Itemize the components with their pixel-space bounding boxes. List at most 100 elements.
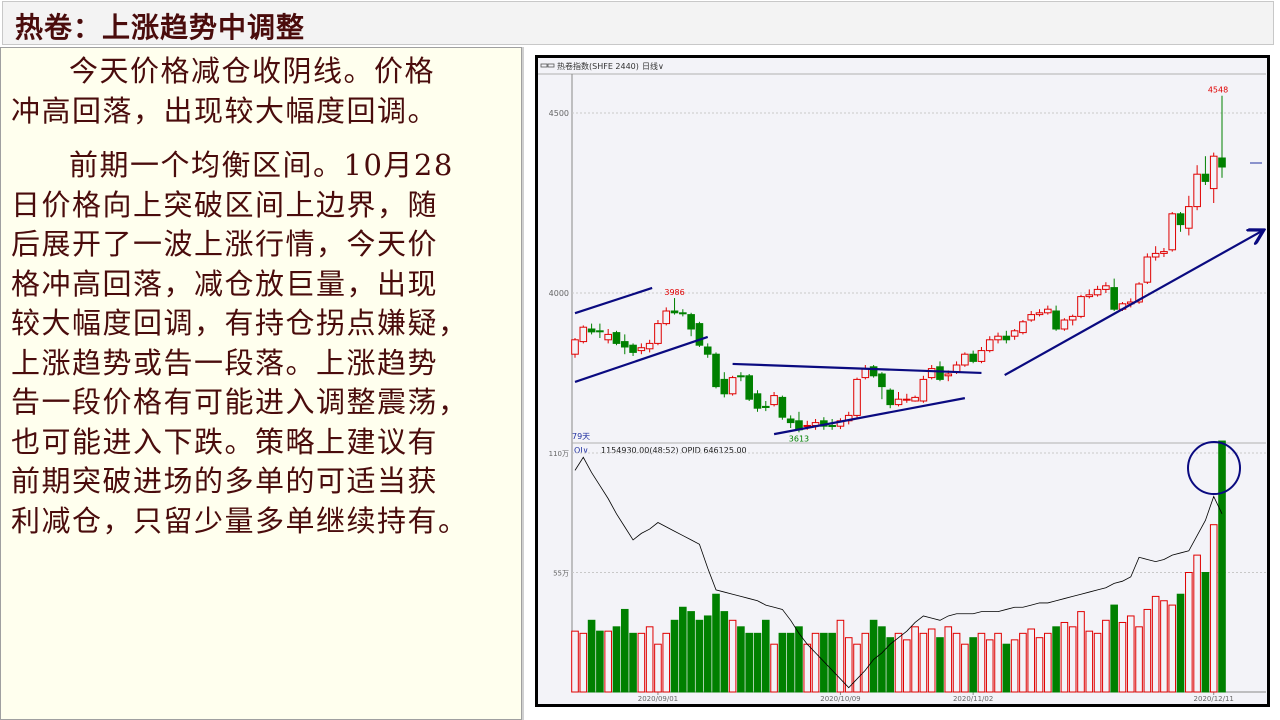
volume-bar	[703, 615, 712, 693]
volume-bar	[1077, 611, 1085, 693]
swing-low-label: 3613	[789, 434, 809, 443]
candle-body	[1052, 310, 1060, 330]
volume-bar	[1118, 621, 1127, 693]
volume-bar	[820, 632, 828, 693]
volume-bar	[1185, 572, 1193, 693]
volume-bar	[1151, 595, 1160, 693]
volume-bar	[1126, 615, 1135, 693]
candle-body	[670, 310, 679, 314]
volume-bar	[637, 632, 646, 693]
date-tick-label: 2020/12/11	[1194, 695, 1234, 703]
volume-bar	[1044, 632, 1052, 693]
candle-body	[712, 353, 720, 388]
candle-body	[1019, 321, 1027, 334]
candle-body	[679, 312, 687, 315]
volume-bar	[828, 632, 836, 693]
volume-bar	[985, 639, 994, 693]
open-interest-line	[574, 456, 1223, 689]
candle-body	[985, 339, 994, 352]
price-tick-label: 4500	[549, 109, 569, 118]
candle-body	[587, 328, 596, 333]
candle-body	[687, 314, 695, 330]
candle-body	[1201, 173, 1210, 182]
candle-body	[612, 332, 621, 344]
text-line: 也可能进入下跌。策略上建议有	[11, 424, 439, 459]
volume-bar	[587, 619, 596, 693]
candle-body	[1135, 283, 1143, 303]
volume-bar	[1193, 554, 1201, 693]
volume-bar	[629, 632, 637, 693]
volume-bar	[952, 632, 961, 693]
volume-bar	[1176, 593, 1185, 693]
volume-bar	[1201, 572, 1210, 693]
candle-body	[662, 310, 671, 325]
candle-body	[1010, 330, 1019, 337]
top-price-label: 4548	[1208, 86, 1228, 95]
text-line: 今天价格减仓收阴线。价格	[69, 54, 436, 88]
candle-body	[869, 366, 878, 377]
candle-body	[961, 353, 969, 366]
volume-bar	[745, 632, 753, 693]
candle-body	[1218, 157, 1226, 168]
volume-bar	[770, 643, 778, 693]
candle-body	[1102, 285, 1110, 290]
candle-body	[861, 368, 870, 379]
slide-title: 热卷：上涨趋势中调整	[15, 11, 306, 44]
candle-body	[645, 342, 654, 350]
text-line: 日价格向上突破区间上边界，随	[11, 187, 439, 222]
candle-body	[579, 326, 588, 343]
candle-body	[1044, 308, 1052, 314]
volume-bar	[695, 619, 704, 693]
candle-body	[778, 396, 787, 418]
candle-body	[1143, 256, 1152, 283]
candle-body	[911, 396, 919, 402]
volume-bar	[795, 626, 803, 693]
volume-bar	[886, 637, 895, 693]
volume-bar	[1218, 440, 1226, 693]
candle-body	[571, 339, 579, 355]
volume-bar	[778, 632, 787, 693]
candle-body	[1068, 315, 1077, 321]
volume-bar	[753, 632, 762, 693]
text-line: 格冲高回落，减仓放巨量，出现	[11, 266, 439, 301]
volume-bar	[1209, 524, 1218, 693]
volume-bar	[869, 619, 878, 693]
volume-bar	[944, 626, 953, 693]
period-selector[interactable]: 日线∨	[642, 61, 664, 71]
candle-body	[919, 378, 928, 402]
candlestick-chart[interactable]: 热卷指数(SHFE 2440) 日线∨ 79天 OI∨ 1154930.00(4…	[535, 55, 1270, 707]
volume-bar	[961, 643, 969, 693]
volume-bar	[737, 626, 745, 693]
instrument-label: 热卷指数(SHFE 2440)	[557, 61, 639, 71]
bar-count-label: 79天	[572, 432, 590, 441]
candle-body	[620, 341, 629, 348]
indicator-selector[interactable]: OI∨	[574, 446, 589, 455]
text-line: 告一段价格有可能进入调整震荡，	[11, 385, 469, 419]
candle-body	[786, 418, 795, 424]
volume-bar	[977, 632, 986, 693]
volume-bar	[861, 632, 870, 693]
candle-body	[927, 368, 936, 379]
volume-bar	[579, 632, 588, 693]
candle-body	[737, 375, 745, 378]
chart-frame	[535, 55, 1270, 707]
candle-body	[894, 398, 903, 406]
candle-body	[828, 424, 836, 427]
candle-body	[1176, 213, 1185, 226]
candle-body	[596, 330, 604, 333]
highlight-circle	[1187, 441, 1242, 496]
volume-bar	[596, 630, 604, 693]
volume-bar	[936, 637, 944, 693]
volume-bar	[853, 643, 861, 693]
volume-bar	[1085, 630, 1094, 693]
volume-bar	[811, 632, 820, 693]
candle-body	[969, 353, 977, 362]
text-line: 前期突破进场的多单的可适当获	[11, 464, 439, 498]
volume-bar	[903, 639, 911, 693]
indicator-readout: 1154930.00(48:52) OPID 646125.00	[601, 446, 747, 455]
candle-body	[1077, 296, 1085, 317]
candle-body	[903, 398, 911, 401]
date-tick-label: 2020/11/02	[953, 695, 993, 703]
volume-bar	[919, 632, 928, 693]
volume-bar	[1102, 619, 1110, 693]
